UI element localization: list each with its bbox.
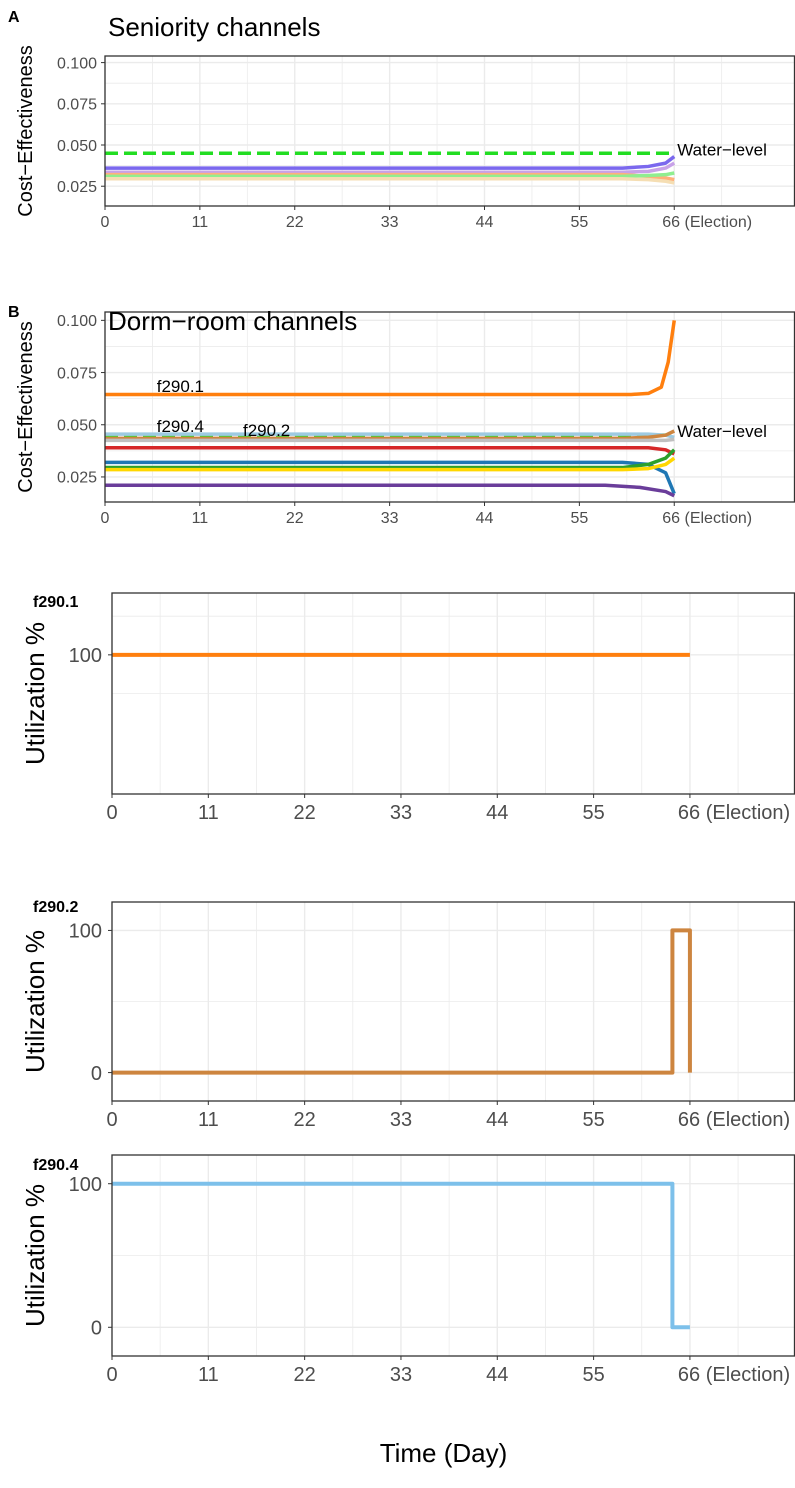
series-group <box>112 1181 690 1330</box>
series-annotation-1: f290.1 <box>157 377 204 396</box>
y-axis-label: Utilization % <box>20 930 50 1073</box>
y-tick-label: 100 <box>69 921 102 943</box>
plot-background <box>105 56 795 206</box>
x-tick-label: 11 <box>192 214 209 231</box>
series-group <box>112 928 692 1075</box>
y-tick-label: 0.025 <box>57 179 97 196</box>
series-annotation-2: f290.4 <box>157 417 204 436</box>
panel-tag: f290.1 <box>33 594 78 611</box>
x-tick-label: 66 (Election) <box>662 214 752 231</box>
panel-title: Dorm−room channels <box>108 306 357 336</box>
y-tick-label: 0 <box>91 1317 102 1339</box>
x-tick-label: 66 (Election) <box>678 1109 790 1131</box>
series-annotation-3: f290.2 <box>243 421 290 440</box>
x-tick-label: 22 <box>294 1109 316 1131</box>
x-tick-label: 22 <box>294 802 316 824</box>
x-axis-label: Time (Day) <box>380 1438 508 1468</box>
x-tick-label: 44 <box>476 510 494 527</box>
series-group <box>105 320 676 498</box>
x-tick-label: 0 <box>106 802 117 824</box>
panel-tag: f290.4 <box>33 1157 78 1174</box>
x-tick-label: 55 <box>582 802 604 824</box>
x-tick-label: 22 <box>294 1364 316 1386</box>
x-tick-label: 0 <box>106 1109 117 1131</box>
y-axis-label: Cost−Effectiveness <box>15 45 37 216</box>
x-tick-label: 33 <box>381 510 399 527</box>
grid <box>104 312 795 502</box>
x-tick-label: 44 <box>486 1364 508 1386</box>
x-tick-label: 0 <box>106 1364 117 1386</box>
series-line-9 <box>105 483 676 498</box>
x-tick-label: 55 <box>582 1109 604 1131</box>
panel-f290-2: 0 11 22 33 44 55 66 (Election) 0 100 Utilization … <box>20 899 795 1131</box>
x-tick-label: 66 (Election) <box>678 802 790 824</box>
y-tick-label: 0.050 <box>57 138 97 155</box>
y-tick-label: 0.025 <box>57 470 97 487</box>
series-line-1 <box>105 155 676 170</box>
y-tick-label: 0 <box>91 1063 102 1085</box>
x-tick-label: 55 <box>570 214 588 231</box>
x-tick-label: 44 <box>486 802 508 824</box>
x-tick-label: 66 (Election) <box>678 1364 790 1386</box>
y-tick-label: 0.100 <box>57 55 97 72</box>
series-line-1 <box>112 1181 690 1330</box>
series-line-1 <box>105 320 676 397</box>
x-tick-label: 44 <box>486 1109 508 1131</box>
x-tick-label: 66 (Election) <box>662 510 752 527</box>
x-tick-label: 11 <box>198 802 219 824</box>
x-tick-label: 0 <box>101 510 110 527</box>
series-line-5 <box>105 445 676 456</box>
x-tick-label: 33 <box>390 1364 412 1386</box>
x-tick-label: 33 <box>381 214 399 231</box>
x-tick-label: 0 <box>101 214 110 231</box>
panel-a: Water−level 0 11 22 33 44 55 66 (Election) 0.025… <box>8 9 795 231</box>
x-tick-label: 11 <box>192 510 209 527</box>
series-line-2 <box>105 432 675 439</box>
water-level-label: Water−level <box>677 140 767 159</box>
y-tick-label: 0.050 <box>57 418 97 435</box>
water-level-label: Water−level <box>677 422 767 441</box>
panel-tag: A <box>8 9 20 26</box>
x-tick-label: 22 <box>286 510 304 527</box>
grid <box>104 56 795 206</box>
series-group <box>105 155 676 185</box>
y-tick-label: 100 <box>69 645 102 667</box>
panel-tag: f290.2 <box>33 899 78 916</box>
panel-b: Water−level f290.1 f290.4 f290.2 0 11 22 33 44 55… <box>8 304 795 527</box>
x-tick-label: 22 <box>286 214 304 231</box>
x-tick-label: 55 <box>570 510 588 527</box>
panel-f290-1: 0 11 22 33 44 55 66 (Election) 100 Utilization %… <box>20 592 795 824</box>
y-tick-label: 0.100 <box>57 313 97 330</box>
y-axis-label: Cost−Effectiveness <box>15 321 37 492</box>
y-tick-label: 100 <box>69 1174 102 1196</box>
series-line-8 <box>105 456 676 472</box>
series-line-7 <box>105 448 676 470</box>
y-axis-label: Utilization % <box>20 622 50 765</box>
x-tick-label: 11 <box>198 1364 219 1386</box>
panel-f290-4: 0 11 22 33 44 55 66 (Election) 0 100 Utilization … <box>20 1154 795 1468</box>
y-axis-label: Utilization % <box>20 1184 50 1327</box>
series-line-2 <box>105 161 676 174</box>
series-line-1 <box>112 928 692 1075</box>
x-tick-label: 33 <box>390 802 412 824</box>
panel-tag: B <box>8 304 20 321</box>
y-tick-label: 0.075 <box>57 97 97 114</box>
x-tick-label: 11 <box>198 1109 219 1131</box>
x-tick-label: 33 <box>390 1109 412 1131</box>
x-tick-label: 55 <box>582 1364 604 1386</box>
x-tick-label: 44 <box>476 214 494 231</box>
series-line-5 <box>105 177 675 185</box>
plot-background <box>105 312 795 502</box>
panel-title: Seniority channels <box>108 12 320 42</box>
series-line-3 <box>105 429 676 441</box>
series-line-4 <box>105 171 675 179</box>
series-line-4 <box>105 437 675 443</box>
y-tick-label: 0.075 <box>57 365 97 382</box>
